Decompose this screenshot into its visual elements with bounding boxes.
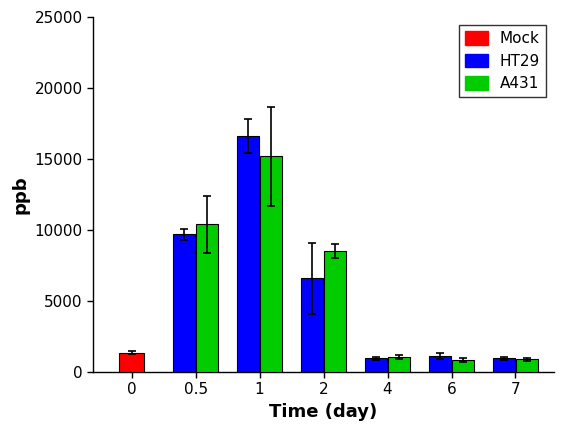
Bar bbox=[260, 156, 282, 372]
Bar bbox=[388, 357, 410, 372]
Bar bbox=[196, 224, 218, 372]
Legend: Mock, HT29, A431: Mock, HT29, A431 bbox=[459, 25, 546, 98]
Y-axis label: ppb: ppb bbox=[11, 175, 29, 214]
Bar bbox=[173, 234, 195, 372]
Bar bbox=[324, 251, 346, 372]
Bar bbox=[237, 137, 259, 372]
Bar bbox=[493, 359, 515, 372]
Bar bbox=[516, 359, 538, 372]
X-axis label: Time (day): Time (day) bbox=[270, 403, 377, 421]
Bar bbox=[119, 353, 144, 372]
Bar bbox=[301, 278, 323, 372]
Bar bbox=[365, 359, 387, 372]
Bar bbox=[429, 356, 451, 372]
Bar bbox=[452, 360, 474, 372]
